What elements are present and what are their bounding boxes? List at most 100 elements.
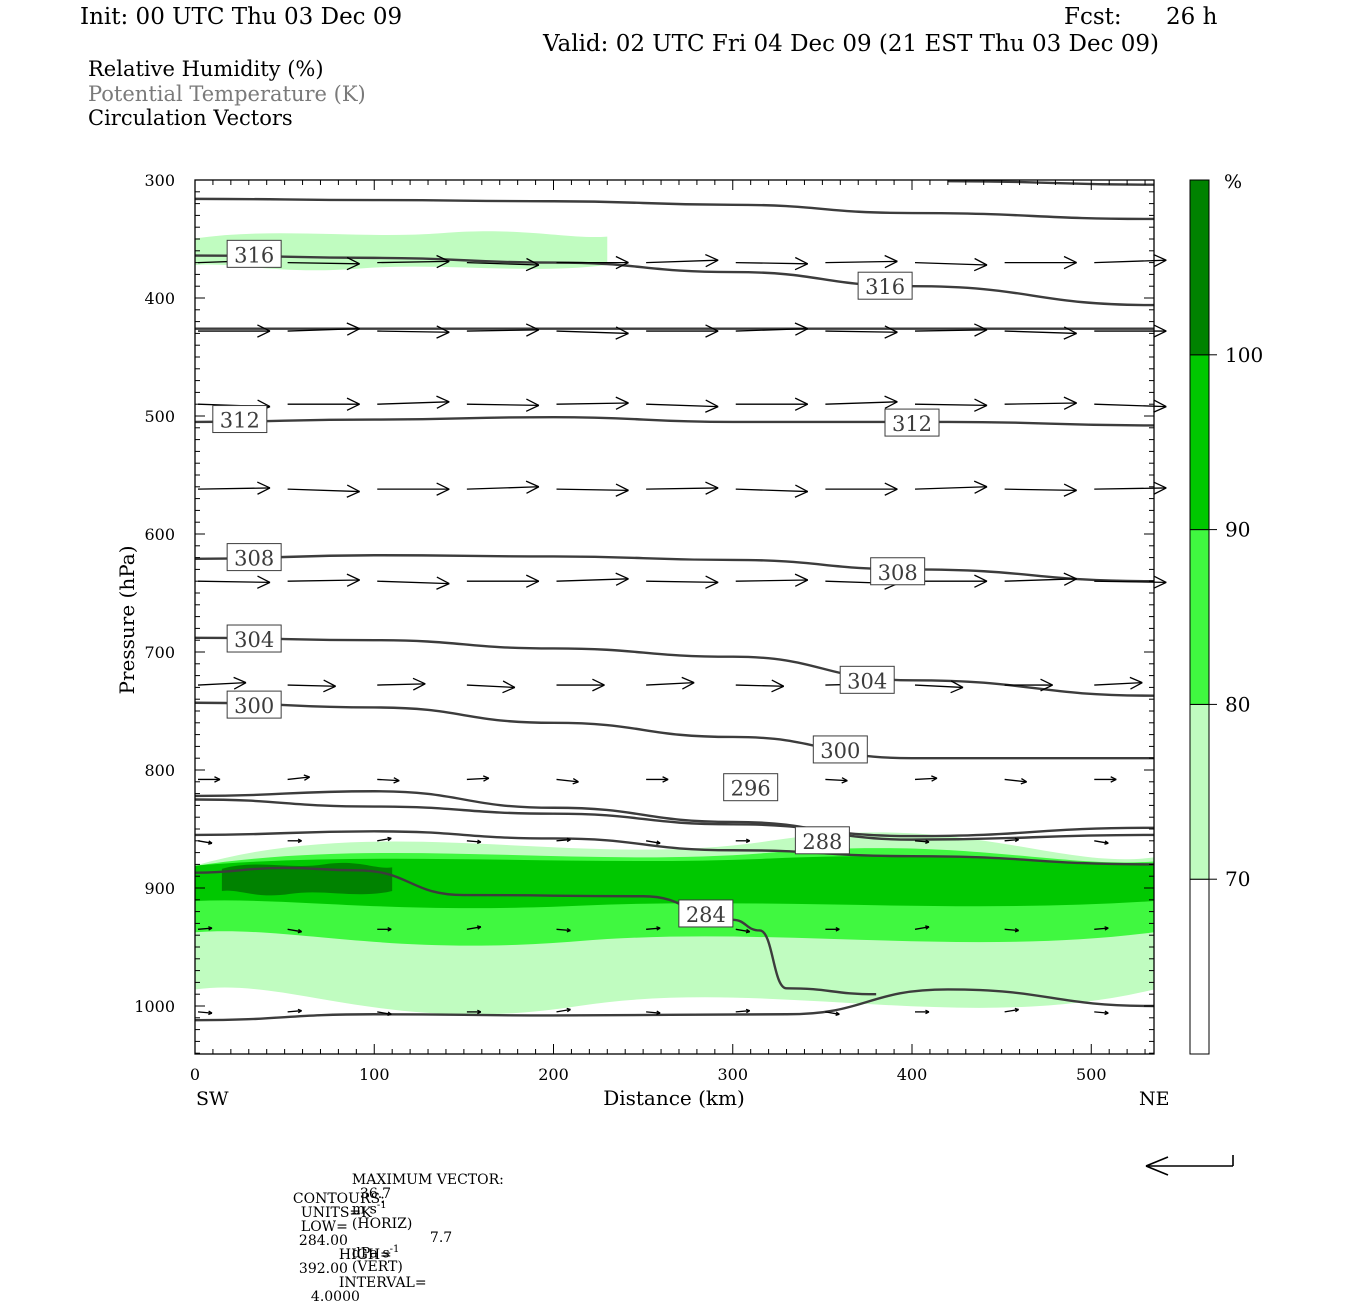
vector-arrow	[287, 1008, 302, 1014]
vector-arrow	[914, 257, 988, 272]
y-axis-title: Pressure (hPa)	[115, 546, 139, 695]
vector-arrow	[646, 1010, 661, 1016]
vector-arrow	[197, 575, 271, 589]
contour-label-308: 308	[226, 543, 282, 572]
contour-label-304: 304	[226, 624, 282, 653]
legend-relative-humidity: Relative Humidity (%)	[88, 57, 324, 81]
y-tick-label: 400	[144, 289, 175, 308]
vector-arrow	[646, 575, 719, 589]
svg-text:288: 288	[802, 830, 842, 854]
init-time: Init: 00 UTC Thu 03 Dec 09	[80, 4, 403, 30]
vector-arrow	[466, 925, 482, 930]
svg-text:300: 300	[820, 739, 860, 763]
forecast-hour: 26 h	[1166, 4, 1218, 30]
vector-arrow	[377, 677, 426, 691]
vector-arrow	[1004, 778, 1027, 785]
vector-arrow	[466, 574, 540, 588]
vector-arrow	[556, 396, 629, 410]
vector-arrow	[1004, 572, 1077, 586]
vector-arrow	[1094, 926, 1109, 931]
vector-arrow	[377, 482, 450, 496]
vector-arrow	[466, 680, 516, 694]
theta-contour-284	[194, 866, 877, 996]
vector-arrow	[1004, 678, 1053, 692]
colorbar-label: 90	[1225, 518, 1250, 542]
rh-cell-90	[965, 873, 1020, 889]
x-tick-label: 200	[538, 1065, 569, 1084]
contour-label-300: 300	[226, 690, 282, 719]
colorbar-label: 100	[1225, 343, 1263, 367]
colorbar-label: 80	[1225, 692, 1250, 716]
vector-arrow	[735, 484, 809, 498]
theta-contour-300	[194, 701, 1154, 760]
vector-arrow	[825, 777, 848, 784]
contours-interval-value: 4.0000	[310, 1289, 360, 1305]
vector-arrow	[556, 678, 605, 692]
rh-cell-90	[553, 863, 608, 884]
vector-arrow	[1094, 840, 1109, 845]
reference-vector-arrow	[1145, 1155, 1234, 1176]
vector-arrow	[466, 323, 540, 337]
vector-arrow	[1004, 483, 1077, 497]
svg-text:308: 308	[234, 547, 274, 571]
svg-text:316: 316	[234, 243, 274, 267]
vector-arrow	[825, 927, 840, 932]
vector-arrow	[735, 573, 809, 587]
colorbar-segment	[1189, 529, 1210, 705]
vector-arrow	[197, 926, 213, 931]
forecast-label: Fcst:	[1064, 4, 1122, 30]
colorbar-segment	[1189, 354, 1210, 531]
vector-arrow	[287, 679, 336, 693]
contour-label-308: 308	[870, 557, 926, 586]
max-vector-label: MAXIMUM VECTOR:	[351, 1172, 504, 1188]
theta-contour-320	[947, 179, 1155, 186]
vector-arrow	[556, 1007, 571, 1013]
y-tick-label: 700	[144, 643, 175, 662]
vector-arrow	[1094, 399, 1167, 413]
vector-arrow	[377, 576, 450, 590]
vector-arrow	[287, 928, 303, 934]
contour-label-300: 300	[812, 735, 868, 764]
y-tick-label: 1000	[134, 997, 175, 1016]
svg-text:304: 304	[234, 628, 274, 652]
rh-region-70	[195, 231, 608, 271]
vector-arrow	[914, 775, 938, 782]
vector-arrow	[197, 481, 271, 495]
svg-text:300: 300	[234, 694, 274, 718]
vector-arrow	[646, 926, 661, 931]
contour-label-316: 316	[226, 239, 282, 268]
vector-arrow	[466, 480, 540, 494]
vector-arrow	[287, 484, 360, 498]
max-vector-vert-value: 7.7	[429, 1229, 453, 1246]
vector-arrow	[735, 928, 751, 934]
svg-text:284: 284	[686, 903, 726, 927]
max-vector-horiz-value: 36.7	[359, 1186, 392, 1202]
vector-arrow	[914, 680, 964, 694]
vector-arrow	[198, 324, 271, 338]
vector-arrow	[556, 778, 579, 785]
contour-label-312: 312	[884, 408, 940, 437]
vector-arrow	[646, 676, 695, 690]
theta-contour-288	[194, 830, 1155, 866]
relative-humidity-fill	[195, 231, 1154, 1015]
contour-label-312: 312	[212, 405, 268, 434]
vector-arrow	[1004, 1007, 1020, 1013]
contour-label-296: 296	[723, 773, 779, 802]
vector-arrow	[914, 480, 988, 494]
vector-arrow	[377, 836, 392, 842]
vector-arrow	[197, 840, 213, 845]
vector-arrow	[197, 676, 247, 690]
svg-text:308: 308	[878, 561, 918, 585]
y-tick-label: 800	[144, 761, 175, 780]
svg-text:304: 304	[847, 669, 887, 693]
contour-label-288: 288	[794, 826, 850, 855]
y-tick-label: 300	[144, 171, 175, 190]
vector-arrow	[825, 1011, 840, 1017]
svg-text:296: 296	[731, 777, 771, 801]
vector-arrow	[1004, 927, 1019, 933]
x-axis-title: Distance (km)	[603, 1086, 745, 1110]
vector-arrow	[377, 254, 450, 269]
x-tick-label: 300	[717, 1065, 748, 1084]
footer-contours: CONTOURS: UNITS=K LOW= 284.00 HIGH= 392.…	[284, 1178, 427, 1304]
